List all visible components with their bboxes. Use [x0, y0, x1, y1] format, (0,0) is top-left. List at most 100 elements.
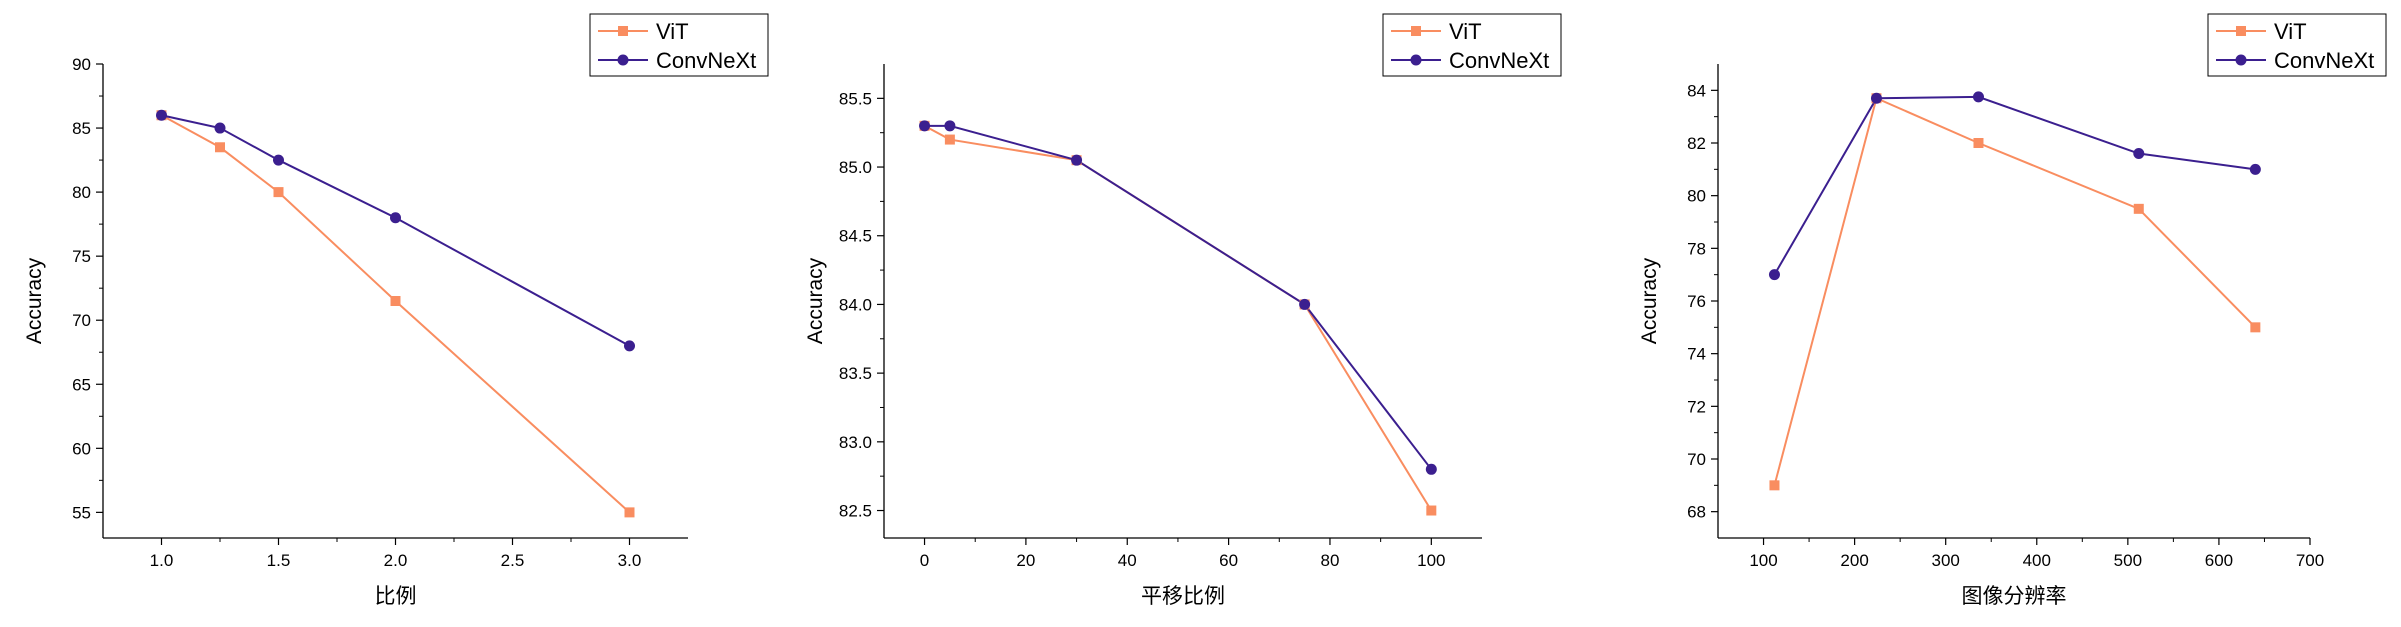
- legend-marker-vit: [2236, 26, 2246, 36]
- y-tick-label: 72: [1687, 397, 1706, 416]
- x-tick-label: 1.5: [267, 551, 291, 570]
- data-point-convnext: [919, 120, 931, 132]
- legend-marker-vit: [618, 26, 628, 36]
- legend-marker-convnext: [1410, 54, 1422, 66]
- x-tick-label: 500: [2114, 551, 2142, 570]
- legend-label-convnext: ConvNeXt: [1449, 48, 1549, 73]
- y-tick-label: 84.0: [839, 295, 872, 314]
- x-tick-label: 700: [2296, 551, 2324, 570]
- data-point-vit: [2133, 203, 2144, 214]
- x-tick-label: 300: [1932, 551, 1960, 570]
- x-tick-label: 40: [1118, 551, 1137, 570]
- x-tick-label: 3.0: [618, 551, 642, 570]
- y-tick-label: 78: [1687, 239, 1706, 258]
- y-tick-label: 85: [72, 119, 91, 138]
- data-point-vit: [1426, 505, 1437, 516]
- x-tick-label: 20: [1016, 551, 1035, 570]
- legend: ViT ConvNeXt: [1382, 13, 1562, 77]
- x-tick-label: 0: [920, 551, 929, 570]
- data-point-convnext: [1972, 91, 1984, 103]
- data-point-vit: [2250, 322, 2261, 333]
- series-line-convnext: [1773, 95, 2256, 276]
- x-axis-title: 图像分辨率: [1962, 585, 2067, 608]
- y-tick-label: 84.5: [839, 227, 872, 246]
- legend-marker-convnext: [617, 54, 629, 66]
- data-point-convnext: [1299, 298, 1311, 310]
- legend-marker-convnext: [2235, 54, 2247, 66]
- chart-panel-2: 0 20 40 60 80 100 82.5 83.0 83.5 84.0 84.5 85.0 85.5…: [804, 13, 1562, 608]
- y-tick-label: 80: [72, 183, 91, 202]
- y-tick-label: 76: [1687, 292, 1706, 311]
- data-point-convnext: [1768, 269, 1780, 281]
- x-tick-label: 2.5: [501, 551, 525, 570]
- data-point-vit: [215, 142, 225, 153]
- data-point-convnext: [273, 154, 284, 166]
- x-axis-title: 比例: [375, 585, 417, 608]
- legend-label-convnext: ConvNeXt: [2274, 48, 2374, 73]
- legend-marker-vit: [1411, 26, 1421, 36]
- data-point-vit: [273, 187, 284, 198]
- legend-label-vit: ViT: [2274, 19, 2307, 44]
- legend-label-vit: ViT: [1449, 19, 1482, 44]
- data-point-convnext: [944, 120, 956, 132]
- data-point-convnext: [390, 212, 401, 224]
- y-tick-label: 65: [72, 375, 91, 394]
- legend: ViT ConvNeXt: [2207, 13, 2387, 77]
- y-tick-label: 90: [72, 55, 91, 74]
- y-tick-label: 68: [1687, 503, 1706, 522]
- legend: ViT ConvNeXt: [589, 13, 769, 77]
- x-tick-label: 1.0: [150, 551, 174, 570]
- chart-panel-3: 100 200 300 400 500 600 700 68 70 72 74 76 78 80 82 84 图…: [1638, 13, 2387, 608]
- series-line-vit: [1773, 96, 2257, 486]
- legend-box: [589, 13, 769, 77]
- data-point-convnext: [624, 340, 635, 352]
- legend-label-convnext: ConvNeXt: [656, 48, 756, 73]
- x-tick-label: 400: [2023, 551, 2051, 570]
- data-point-convnext: [1870, 92, 1882, 104]
- data-point-convnext: [2133, 148, 2145, 160]
- y-tick-label: 60: [72, 439, 91, 458]
- x-tick-label: 2.0: [384, 551, 408, 570]
- y-tick-label: 55: [72, 503, 91, 522]
- y-tick-label: 83.0: [839, 433, 872, 452]
- data-point-vit: [624, 507, 635, 518]
- data-point-convnext: [1425, 463, 1437, 475]
- series-line-vit: [924, 124, 1433, 512]
- y-tick-label: 82.5: [839, 502, 872, 521]
- y-axis-title: Accuracy: [1638, 257, 1661, 344]
- y-tick-label: 74: [1687, 345, 1706, 364]
- series-line-convnext: [161, 114, 630, 347]
- x-tick-label: 60: [1219, 551, 1238, 570]
- series-line-convnext: [924, 124, 1433, 470]
- y-tick-label: 70: [72, 311, 91, 330]
- data-point-vit: [1973, 138, 1984, 148]
- x-tick-label: 100: [1749, 551, 1777, 570]
- x-tick-label: 80: [1321, 551, 1340, 570]
- data-point-vit: [944, 134, 955, 145]
- y-tick-label: 85.5: [839, 89, 872, 108]
- data-point-convnext: [214, 122, 226, 134]
- y-tick-label: 82: [1687, 134, 1706, 153]
- y-axis-title: Accuracy: [23, 257, 46, 344]
- y-tick-label: 80: [1687, 187, 1706, 206]
- x-axis-title: 平移比例: [1141, 585, 1225, 608]
- x-tick-label: 200: [1840, 551, 1868, 570]
- data-point-vit: [1769, 480, 1780, 491]
- legend-box: [2207, 13, 2387, 77]
- y-tick-label: 84: [1687, 81, 1706, 100]
- y-axis-title: Accuracy: [804, 257, 827, 344]
- data-point-convnext: [2249, 163, 2261, 175]
- data-point-vit: [390, 296, 401, 306]
- y-tick-label: 70: [1687, 450, 1706, 469]
- legend-label-vit: ViT: [656, 19, 689, 44]
- y-tick-label: 85.0: [839, 158, 872, 177]
- x-tick-label: 600: [2205, 551, 2233, 570]
- x-tick-label: 100: [1417, 551, 1445, 570]
- chart-panel-1: 1.0 1.5 2.0 2.5 3.0 55 60 65 70 75 80 85 90 比例 Accurac…: [23, 13, 769, 608]
- data-point-convnext: [156, 109, 167, 121]
- y-tick-label: 75: [72, 247, 91, 266]
- data-point-convnext: [1071, 154, 1083, 166]
- y-tick-label: 83.5: [839, 364, 872, 383]
- legend-box: [1382, 13, 1562, 77]
